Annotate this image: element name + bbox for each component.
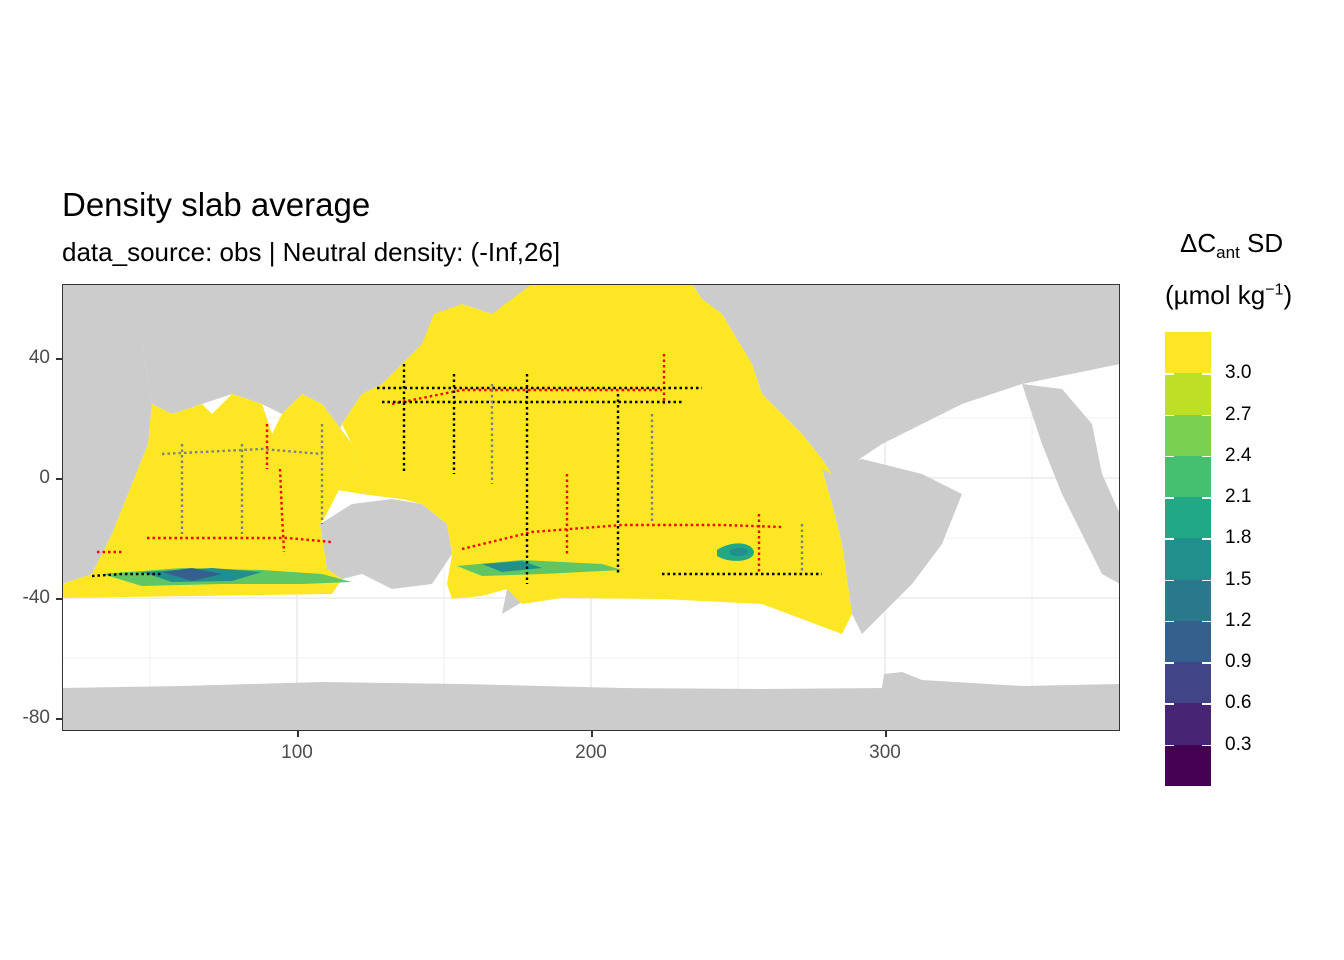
y-tick-label: -40	[22, 587, 50, 608]
legend-label: 1.8	[1225, 527, 1252, 549]
land-africa-west	[1022, 384, 1120, 584]
legend-tick	[1165, 373, 1174, 375]
legend-unit-superscript: −1	[1265, 281, 1284, 299]
x-tick-label: 100	[281, 742, 313, 763]
cruise-tracks	[91, 354, 822, 584]
legend-tick	[1202, 455, 1211, 458]
legend-color-bin	[1165, 744, 1211, 787]
legend-color-bin	[1165, 332, 1211, 374]
legend-tick	[1165, 538, 1174, 540]
legend-tick	[1202, 744, 1211, 747]
legend-label: 2.1	[1225, 486, 1252, 508]
legend-label: 3.0	[1225, 362, 1252, 384]
band-pacific-teal	[482, 561, 542, 572]
legend-tick	[1165, 455, 1174, 458]
land-australia	[320, 499, 452, 589]
track-red-indian	[147, 536, 333, 544]
x-tick	[885, 731, 887, 737]
track-red-pacific	[461, 523, 783, 551]
legend-tick	[1202, 662, 1211, 664]
legend-color-bin	[1165, 703, 1211, 746]
legend-tick	[1165, 579, 1174, 582]
legend-unit-text: (µmol kg	[1165, 280, 1266, 310]
indian-ocean	[62, 394, 362, 598]
x-tick	[591, 731, 593, 737]
legend-label: 2.7	[1225, 403, 1252, 425]
legend-tick	[1165, 620, 1174, 623]
y-tick	[56, 358, 62, 360]
legend-color-bin	[1165, 579, 1211, 622]
legend-label: 0.3	[1225, 733, 1252, 755]
legend-label: 2.4	[1225, 444, 1252, 466]
ocean-field	[62, 284, 852, 634]
legend-tick	[1165, 662, 1174, 664]
y-tick	[56, 718, 62, 720]
legend-color-bin	[1165, 455, 1211, 498]
land-antarctica	[62, 672, 1120, 731]
x-tick	[297, 731, 299, 737]
pacific-ocean	[332, 284, 852, 634]
legend-color-bin	[1165, 497, 1211, 539]
map-panel	[62, 284, 1120, 731]
map-svg	[62, 284, 1120, 731]
legend-title-symbol: ΔC	[1180, 228, 1217, 258]
legend-unit-close: )	[1283, 280, 1293, 310]
land-north-america	[692, 284, 1120, 474]
y-tick-label: 40	[28, 347, 50, 368]
legend-colorbar	[1165, 332, 1211, 787]
legend-tick	[1202, 703, 1211, 705]
x-tick-label: 200	[575, 742, 607, 763]
land-masses	[62, 284, 1120, 731]
legend-label: 1.5	[1225, 568, 1252, 590]
y-tick	[56, 598, 62, 600]
legend-tick	[1202, 373, 1211, 375]
y-tick-label: -80	[22, 707, 50, 728]
land-africa	[62, 284, 152, 584]
y-tick-label: 0	[39, 467, 50, 488]
legend-color-bin	[1165, 414, 1211, 457]
legend-tick	[1202, 620, 1211, 623]
legend-color-bin	[1165, 620, 1211, 663]
legend-tick	[1202, 579, 1211, 582]
legend-title-line1: ΔCant SD	[1180, 228, 1283, 263]
track-black-south	[91, 572, 162, 578]
plot-subtitle: data_source: obs | Neutral density: (-In…	[62, 237, 561, 267]
legend-color-bin	[1165, 662, 1211, 704]
land-south-america	[822, 459, 962, 634]
y-tick	[56, 478, 62, 480]
sd-band	[102, 543, 754, 586]
legend-label: 0.6	[1225, 692, 1252, 714]
band-east-pacific-core	[730, 547, 748, 557]
track-grey-7	[161, 447, 323, 456]
legend-title-suffix: SD	[1239, 228, 1284, 258]
legend-label: 1.2	[1225, 609, 1252, 631]
plot-title: Density slab average	[62, 186, 371, 223]
legend-color-bin	[1165, 373, 1211, 416]
legend-tick	[1202, 414, 1211, 417]
legend-tick	[1165, 497, 1174, 499]
legend-tick	[1165, 414, 1174, 417]
legend-label: 0.9	[1225, 651, 1252, 673]
legend-tick	[1165, 744, 1174, 747]
legend-tick	[1202, 538, 1211, 540]
band-indian-blue	[162, 568, 222, 581]
legend-tick	[1202, 497, 1211, 499]
legend-title-line2: (µmol kg−1)	[1165, 280, 1292, 311]
track-red-vertical-1	[278, 468, 286, 553]
legend-color-bin	[1165, 538, 1211, 581]
track-red-north	[391, 388, 662, 406]
x-tick-label: 300	[869, 742, 901, 763]
legend-title-subscript: ant	[1216, 243, 1240, 263]
legend-tick	[1165, 703, 1174, 705]
